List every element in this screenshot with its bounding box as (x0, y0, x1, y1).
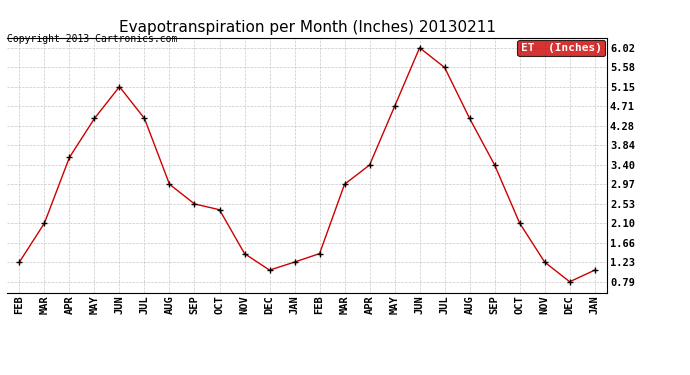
Text: Copyright 2013 Cartronics.com: Copyright 2013 Cartronics.com (7, 34, 177, 44)
Title: Evapotranspiration per Month (Inches) 20130211: Evapotranspiration per Month (Inches) 20… (119, 20, 495, 35)
Legend: ET  (Inches): ET (Inches) (518, 40, 605, 56)
